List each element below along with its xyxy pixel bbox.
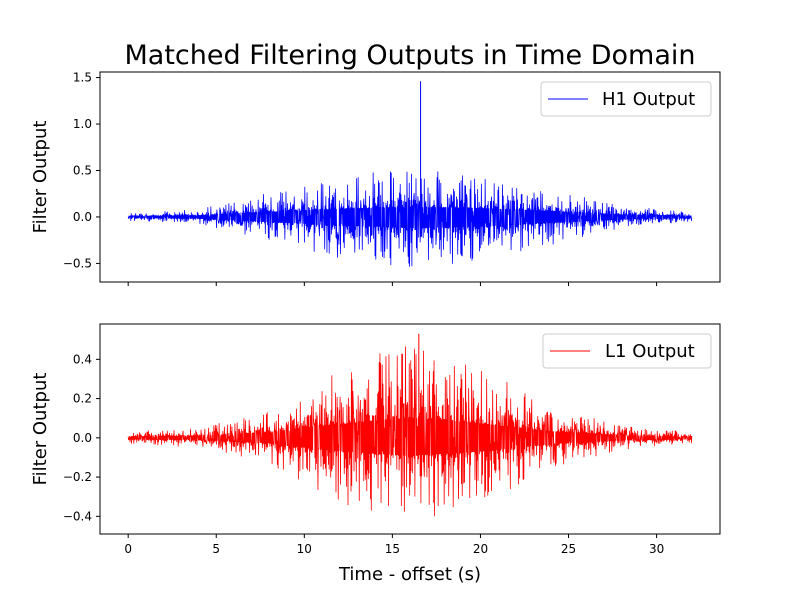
- h1-signal-line: [127, 171, 693, 267]
- l1-x-tick-label: 20: [473, 542, 488, 556]
- l1-x-tick-label: 25: [561, 542, 576, 556]
- l1-panel: −0.4 −0.2 0.0 0.2 0.4 0 5 10 15 20 25 30 Filter Out…: [30, 323, 721, 556]
- x-axis-label: Time - offset (s): [338, 564, 481, 585]
- l1-x-tick-label: 5: [212, 542, 220, 556]
- l1-x-tick-label: 15: [385, 542, 400, 556]
- l1-plot-frame: [99, 323, 721, 535]
- l1-x-tick-label: 30: [649, 542, 664, 556]
- h1-axes: −0.5 0.0 0.5 1.0 1.5: [63, 71, 658, 286]
- l1-legend: L1 Output: [542, 333, 712, 369]
- l1-y-tick-label: −0.2: [63, 470, 92, 484]
- l1-x-tick-label: 0: [124, 542, 132, 556]
- l1-y-axis-label: Filter Output: [30, 373, 51, 486]
- h1-y-tick-label: 1.5: [73, 71, 92, 85]
- l1-y-tick-label: −0.4: [63, 509, 92, 523]
- h1-y-tick-label: 0.0: [73, 210, 92, 224]
- h1-legend: H1 Output: [540, 81, 712, 117]
- h1-plot-frame: [99, 71, 721, 283]
- l1-legend-box: [542, 333, 712, 369]
- h1-y-tick-label: 0.5: [73, 163, 92, 177]
- l1-legend-label: L1 Output: [605, 341, 695, 362]
- l1-signal-line: [127, 346, 693, 517]
- h1-y-tick-label: −0.5: [63, 256, 92, 270]
- figure-title: Matched Filtering Outputs in Time Domain: [125, 40, 696, 71]
- h1-panel: −0.5 0.0 0.5 1.0 1.5 Filter Output H1 Output: [30, 71, 721, 286]
- l1-y-tick-label: 0.4: [73, 352, 92, 366]
- h1-y-axis-label: Filter Output: [30, 121, 51, 234]
- h1-y-tick-label: 1.0: [73, 117, 92, 131]
- l1-axes: −0.4 −0.2 0.0 0.2 0.4 0 5 10 15 20 25 30: [63, 352, 664, 556]
- l1-y-tick-label: 0.0: [73, 431, 92, 445]
- l1-y-tick-label: 0.2: [73, 392, 92, 406]
- h1-legend-label: H1 Output: [602, 89, 695, 110]
- h1-legend-box: [540, 81, 712, 117]
- l1-series-group: [127, 333, 693, 517]
- l1-x-tick-label: 10: [297, 542, 312, 556]
- h1-series-group: [127, 81, 693, 267]
